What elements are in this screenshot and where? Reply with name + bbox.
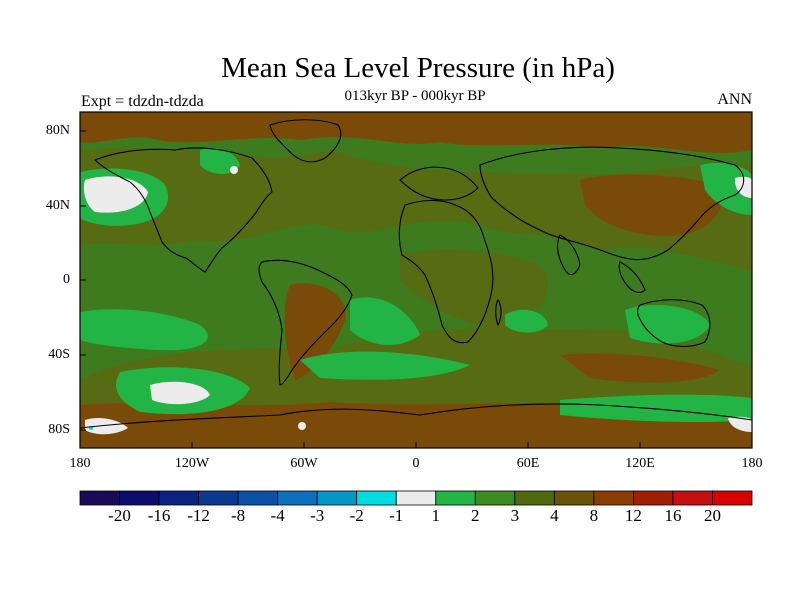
field-olive-equatorial (400, 249, 548, 330)
colorbar-box (474, 490, 516, 506)
coast-south-america (258, 259, 353, 386)
colorbar-label: 16 (664, 506, 682, 525)
field-white-spot-greenland (230, 166, 238, 174)
coast-india (556, 234, 581, 276)
colorbar-box (395, 490, 437, 506)
experiment-label: Expt = tdzdn-tdzda (81, 93, 204, 110)
colorbar-label: -2 (349, 506, 364, 525)
field-green-antarctic (560, 394, 752, 423)
colorbar-label: 1 (431, 506, 441, 525)
colorbar-box (593, 490, 634, 506)
field-white-spot-antarctic (298, 422, 306, 430)
coastlines (80, 119, 752, 429)
colorbar-box (198, 490, 239, 506)
colorbar-label: 2 (471, 506, 480, 525)
colorbar-box (356, 490, 397, 506)
lon-label-120e: 120E (625, 456, 655, 471)
lat-label-80s: 80S (48, 422, 70, 437)
colorbar-label: -20 (108, 506, 131, 525)
field-brown-samerica (284, 283, 346, 380)
coast-australia (637, 299, 711, 348)
season-label: ANN (717, 91, 752, 108)
colorbar-box (514, 490, 555, 506)
colorbar-box (316, 490, 358, 506)
colorbar-label: 8 (589, 506, 599, 525)
coast-asia (479, 146, 745, 261)
colorbar-box (633, 490, 674, 506)
colorbar-label: 3 (510, 506, 520, 525)
field-green-satlantic (350, 297, 420, 346)
coast-antarctica (80, 403, 752, 429)
field-olive-north (80, 147, 752, 270)
colorbar-label: 20 (703, 506, 721, 525)
colorbar-label: -8 (231, 506, 246, 525)
field-brown-indian (560, 353, 720, 383)
field-white-antarctic-w (85, 417, 128, 435)
field-green-australia (625, 305, 710, 344)
field-green-indian (505, 309, 548, 333)
coast-north-america (93, 147, 273, 273)
colorbar-box (158, 490, 199, 506)
colorbar-box (277, 490, 318, 506)
colorbar-label: -1 (389, 506, 404, 525)
coast-europe-north (399, 166, 479, 201)
lat-label-40n: 40N (45, 198, 70, 213)
coast-europe-africa (398, 199, 494, 344)
field-brown-arctic (80, 112, 752, 153)
lat-label-40s: 40S (48, 347, 70, 362)
map-title: Mean Sea Level Pressure (in hPa) (221, 52, 615, 84)
lon-label-60e: 60E (516, 456, 540, 471)
lat-label-80n: 80N (45, 123, 70, 138)
field-white-southern (150, 381, 210, 405)
colorbar-box (79, 490, 120, 506)
field-white-npacific (83, 176, 148, 213)
field-green-eastasia (700, 163, 752, 215)
field-white-antarctic-e (728, 416, 752, 432)
map-subtitle: 013kyr BP - 000kyr BP (344, 88, 486, 104)
colorbar-label: 4 (550, 506, 559, 525)
map-ticks (80, 130, 641, 448)
lat-label-0: 0 (63, 272, 70, 287)
colorbar-box (119, 490, 160, 506)
field-brown-asia (580, 174, 723, 236)
colorbar-label: 12 (624, 506, 642, 525)
lon-label-120w: 120W (174, 456, 210, 471)
lon-label-0: 0 (412, 456, 420, 471)
pressure-field (80, 112, 752, 448)
coast-greenland (269, 119, 342, 163)
coast-madagascar (495, 299, 502, 327)
lon-label-180w: 180 (69, 456, 91, 471)
colorbar-label: -12 (187, 506, 210, 525)
colorbar-box (672, 490, 713, 506)
lon-label-60w: 60W (290, 456, 318, 471)
field-green-south-band (300, 351, 470, 380)
field-green-spacific (80, 309, 208, 351)
colorbar-box (712, 490, 753, 506)
colorbar-label: -3 (310, 506, 325, 525)
lon-label-180e: 180 (741, 456, 763, 471)
colorbar-box (553, 490, 595, 506)
field-green-greenland (200, 148, 240, 175)
colorbar-box (237, 490, 279, 506)
coast-se-asia (618, 261, 646, 293)
colorbar-label: -4 (270, 506, 285, 525)
field-white-east (734, 176, 752, 198)
colorbar (79, 490, 753, 506)
colorbar-label: -16 (147, 506, 171, 525)
colorbar-box (435, 490, 476, 506)
